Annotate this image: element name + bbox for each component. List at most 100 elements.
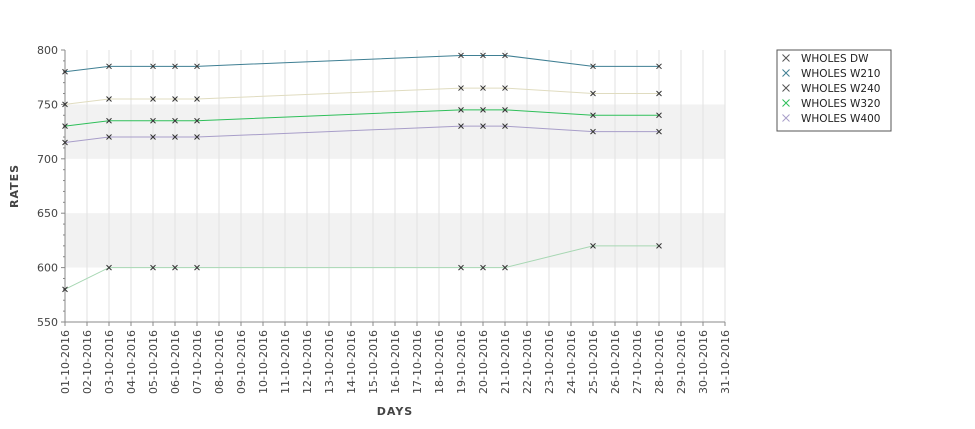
x-tick-label: 01-10-2016 (59, 330, 72, 394)
data-point-marker (502, 123, 508, 130)
data-point-marker (480, 106, 486, 113)
x-tick-label: 04-10-2016 (125, 330, 138, 394)
legend-marker-icon (782, 99, 790, 107)
y-tick-label: 550 (37, 316, 58, 329)
data-point-marker (502, 52, 508, 59)
data-point-marker (590, 90, 596, 97)
data-point-marker (62, 286, 68, 293)
x-tick-label: 02-10-2016 (81, 330, 94, 394)
legend-marker-icon (782, 84, 790, 92)
data-point-marker (590, 242, 596, 249)
x-tick-label: 30-10-2016 (697, 330, 710, 394)
x-tick-label: 03-10-2016 (103, 330, 116, 394)
y-axis-title: RATES (8, 164, 21, 208)
data-point-marker (106, 96, 112, 102)
data-point-marker (656, 63, 662, 70)
legend-label-1: WHOLES W210 (801, 68, 880, 80)
data-point-marker (194, 117, 200, 124)
data-point-marker (172, 96, 178, 102)
data-point-marker (590, 128, 596, 135)
data-point-marker (480, 52, 486, 59)
series-line-2 (64, 87, 659, 105)
x-tick-label: 15-10-2016 (367, 330, 380, 394)
data-point-marker (656, 90, 662, 97)
x-axis-title: DAYS (377, 405, 413, 418)
legend-marker-icon (782, 114, 790, 122)
series-line-0 (64, 245, 659, 290)
data-point-marker (172, 264, 178, 271)
x-tick-label: 14-10-2016 (345, 330, 358, 394)
data-point-marker (194, 63, 200, 70)
data-point-marker (172, 63, 178, 70)
data-point-marker (194, 134, 200, 140)
data-point-marker (458, 123, 464, 130)
data-point-marker (62, 68, 68, 75)
data-point-marker (172, 117, 178, 124)
data-point-marker (480, 264, 486, 271)
y-tick-label: 750 (37, 98, 58, 111)
data-point-marker (106, 264, 112, 271)
legend-label-2: WHOLES W240 (801, 83, 880, 95)
x-tick-label: 29-10-2016 (675, 330, 688, 394)
x-tick-label: 07-10-2016 (191, 330, 204, 394)
x-tick-label: 16-10-2016 (389, 330, 402, 394)
data-point-marker (458, 264, 464, 271)
x-tick-label: 27-10-2016 (631, 330, 644, 394)
x-tick-label: 17-10-2016 (411, 330, 424, 394)
data-point-marker (502, 264, 508, 271)
x-tick-label: 25-10-2016 (587, 330, 600, 394)
x-tick-label: 12-10-2016 (301, 330, 314, 394)
legend-label-4: WHOLES W400 (801, 113, 880, 125)
legend-marker-icon (782, 69, 790, 77)
data-point-marker (62, 101, 68, 108)
data-point-marker (150, 264, 156, 271)
x-tick-label: 05-10-2016 (147, 330, 160, 394)
legend-label-0: WHOLES DW (801, 53, 869, 65)
x-tick-label: 20-10-2016 (477, 330, 490, 394)
data-point-marker (172, 134, 178, 140)
data-point-marker (458, 85, 464, 91)
series-line-3 (64, 109, 659, 127)
data-point-marker (150, 96, 156, 102)
y-tick-label: 700 (37, 153, 58, 166)
data-point-marker (656, 242, 662, 249)
data-point-marker (194, 96, 200, 102)
data-point-marker (480, 123, 486, 130)
x-tick-label: 24-10-2016 (565, 330, 578, 394)
x-tick-label: 19-10-2016 (455, 330, 468, 394)
data-point-marker (590, 112, 596, 119)
data-point-marker (106, 134, 112, 140)
legend-label-3: WHOLES W320 (801, 98, 880, 110)
data-point-marker (106, 63, 112, 70)
x-tick-label: 09-10-2016 (235, 330, 248, 394)
legend-marker-icon (782, 54, 790, 62)
y-tick-label: 800 (37, 44, 58, 57)
data-point-marker (458, 52, 464, 59)
data-point-marker (458, 106, 464, 113)
x-tick-label: 11-10-2016 (279, 330, 292, 394)
data-point-marker (502, 106, 508, 113)
x-tick-label: 21-10-2016 (499, 330, 512, 394)
x-tick-label: 28-10-2016 (653, 330, 666, 394)
y-tick-label: 600 (37, 262, 58, 275)
data-point-marker (502, 85, 508, 91)
x-tick-label: 18-10-2016 (433, 330, 446, 394)
data-point-marker (106, 117, 112, 124)
data-point-marker (62, 123, 68, 130)
data-point-marker (194, 264, 200, 271)
x-tick-label: 26-10-2016 (609, 330, 622, 394)
series-line-4 (64, 125, 659, 143)
y-tick-label: 650 (37, 207, 58, 220)
x-tick-label: 23-10-2016 (543, 330, 556, 394)
x-tick-label: 08-10-2016 (213, 330, 226, 394)
data-point-marker (150, 117, 156, 124)
data-point-marker (62, 139, 68, 146)
x-tick-label: 13-10-2016 (323, 330, 336, 394)
data-point-marker (150, 63, 156, 70)
data-point-marker (656, 128, 662, 135)
x-tick-label: 22-10-2016 (521, 330, 534, 394)
series-line-1 (64, 54, 659, 73)
data-point-marker (590, 63, 596, 70)
